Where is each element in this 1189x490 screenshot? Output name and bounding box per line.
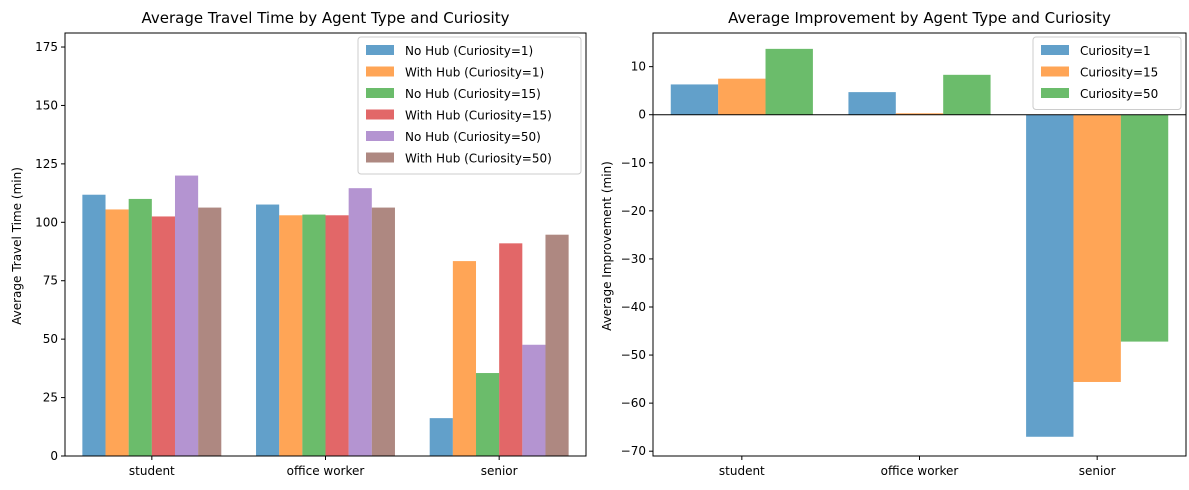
legend-label: Curiosity=50 (1080, 87, 1158, 101)
legend-swatch (366, 152, 394, 163)
bar (429, 418, 453, 456)
bar (1120, 114, 1169, 342)
legend-swatch (366, 88, 394, 98)
bars-group (670, 48, 1169, 437)
legend-swatch (366, 131, 394, 141)
legend-swatch (1041, 88, 1069, 98)
legend-swatch (366, 45, 394, 55)
y-ticks: −70 −60 −50 −40 −30 −20 −10 0 10 (621, 60, 653, 458)
bar (82, 194, 106, 456)
legend-label: With Hub (Curiosity=15) (405, 109, 552, 123)
y-tick-label: 10 (631, 60, 646, 74)
bar (895, 113, 944, 115)
legend-swatch (366, 66, 394, 77)
bar (1073, 114, 1121, 382)
x-tick-label: student (719, 464, 765, 478)
legend-box (1032, 36, 1182, 110)
legend-swatch (366, 109, 394, 120)
improvement-chart: Average Improvement by Agent Type and Cu… (600, 9, 1187, 478)
bar (765, 48, 813, 115)
y-tick-label: 50 (43, 332, 58, 346)
y-tick-label: 100 (35, 215, 58, 229)
bar (522, 344, 546, 456)
y-tick-label: 25 (43, 391, 58, 405)
legend-swatch (1041, 45, 1069, 55)
plot-frame (652, 32, 1187, 457)
x-ticks: student office worker senior (719, 456, 1116, 478)
x-tick-label: office worker (881, 464, 959, 478)
bar (302, 214, 326, 456)
bar (256, 204, 280, 456)
plot-frame (64, 32, 587, 457)
bar (452, 261, 477, 456)
bar (499, 243, 523, 456)
bar (279, 215, 303, 456)
legend-label: Curiosity=1 (1080, 44, 1151, 58)
y-tick-label: −40 (621, 300, 646, 314)
legend: Curiosity=1 Curiosity=15 Curiosity=50 (1032, 36, 1182, 110)
chart-title: Average Travel Time by Agent Type and Cu… (142, 9, 510, 27)
y-tick-label: 175 (35, 40, 58, 54)
bar (151, 216, 175, 456)
bar (371, 207, 395, 456)
legend-label: Curiosity=15 (1080, 66, 1158, 80)
legend-label: No Hub (Curiosity=1) (405, 44, 533, 58)
bar (670, 84, 719, 115)
y-tick-label: −20 (621, 204, 646, 218)
bar (1026, 114, 1074, 437)
legend: No Hub (Curiosity=1) With Hub (Curiosity=… (357, 36, 582, 175)
x-tick-label: office worker (287, 464, 365, 478)
chart-title: Average Improvement by Agent Type and Cu… (728, 9, 1111, 27)
x-tick-label: senior (481, 464, 518, 478)
x-tick-label: student (129, 464, 175, 478)
y-axis-label: Average Improvement (min) (600, 161, 614, 331)
y-ticks: 0 25 50 75 100 125 150 175 (35, 40, 65, 463)
legend-label: No Hub (Curiosity=50) (405, 130, 541, 144)
x-tick-label: senior (1079, 464, 1116, 478)
x-ticks: student office worker senior (129, 456, 518, 478)
y-tick-label: 0 (638, 108, 646, 122)
legend-label: With Hub (Curiosity=50) (405, 152, 552, 166)
legend-label: No Hub (Curiosity=15) (405, 87, 541, 101)
bar (348, 188, 372, 456)
y-axis-label: Average Travel Time (min) (10, 167, 24, 325)
bar (476, 373, 500, 456)
y-tick-label: −50 (621, 348, 646, 362)
bar (325, 215, 349, 456)
bar (105, 209, 129, 456)
y-tick-label: −70 (621, 444, 646, 458)
y-tick-label: −30 (621, 252, 646, 266)
bar (545, 234, 569, 456)
y-tick-label: 150 (35, 98, 58, 112)
y-tick-label: 0 (50, 449, 58, 463)
y-tick-label: 75 (43, 274, 58, 288)
travel-time-chart: Average Travel Time by Agent Type and Cu… (10, 9, 587, 478)
bar (848, 92, 896, 115)
y-tick-label: −60 (621, 396, 646, 410)
legend-swatch (1041, 66, 1069, 77)
bar (943, 74, 991, 115)
y-tick-label: 125 (35, 157, 58, 171)
bar (198, 207, 222, 456)
bar (128, 198, 152, 457)
legend-box (357, 36, 582, 175)
y-tick-label: −10 (621, 156, 646, 170)
bars-group (82, 175, 569, 457)
legend-label: With Hub (Curiosity=1) (405, 66, 544, 80)
bar (718, 78, 766, 115)
bar (174, 175, 199, 456)
